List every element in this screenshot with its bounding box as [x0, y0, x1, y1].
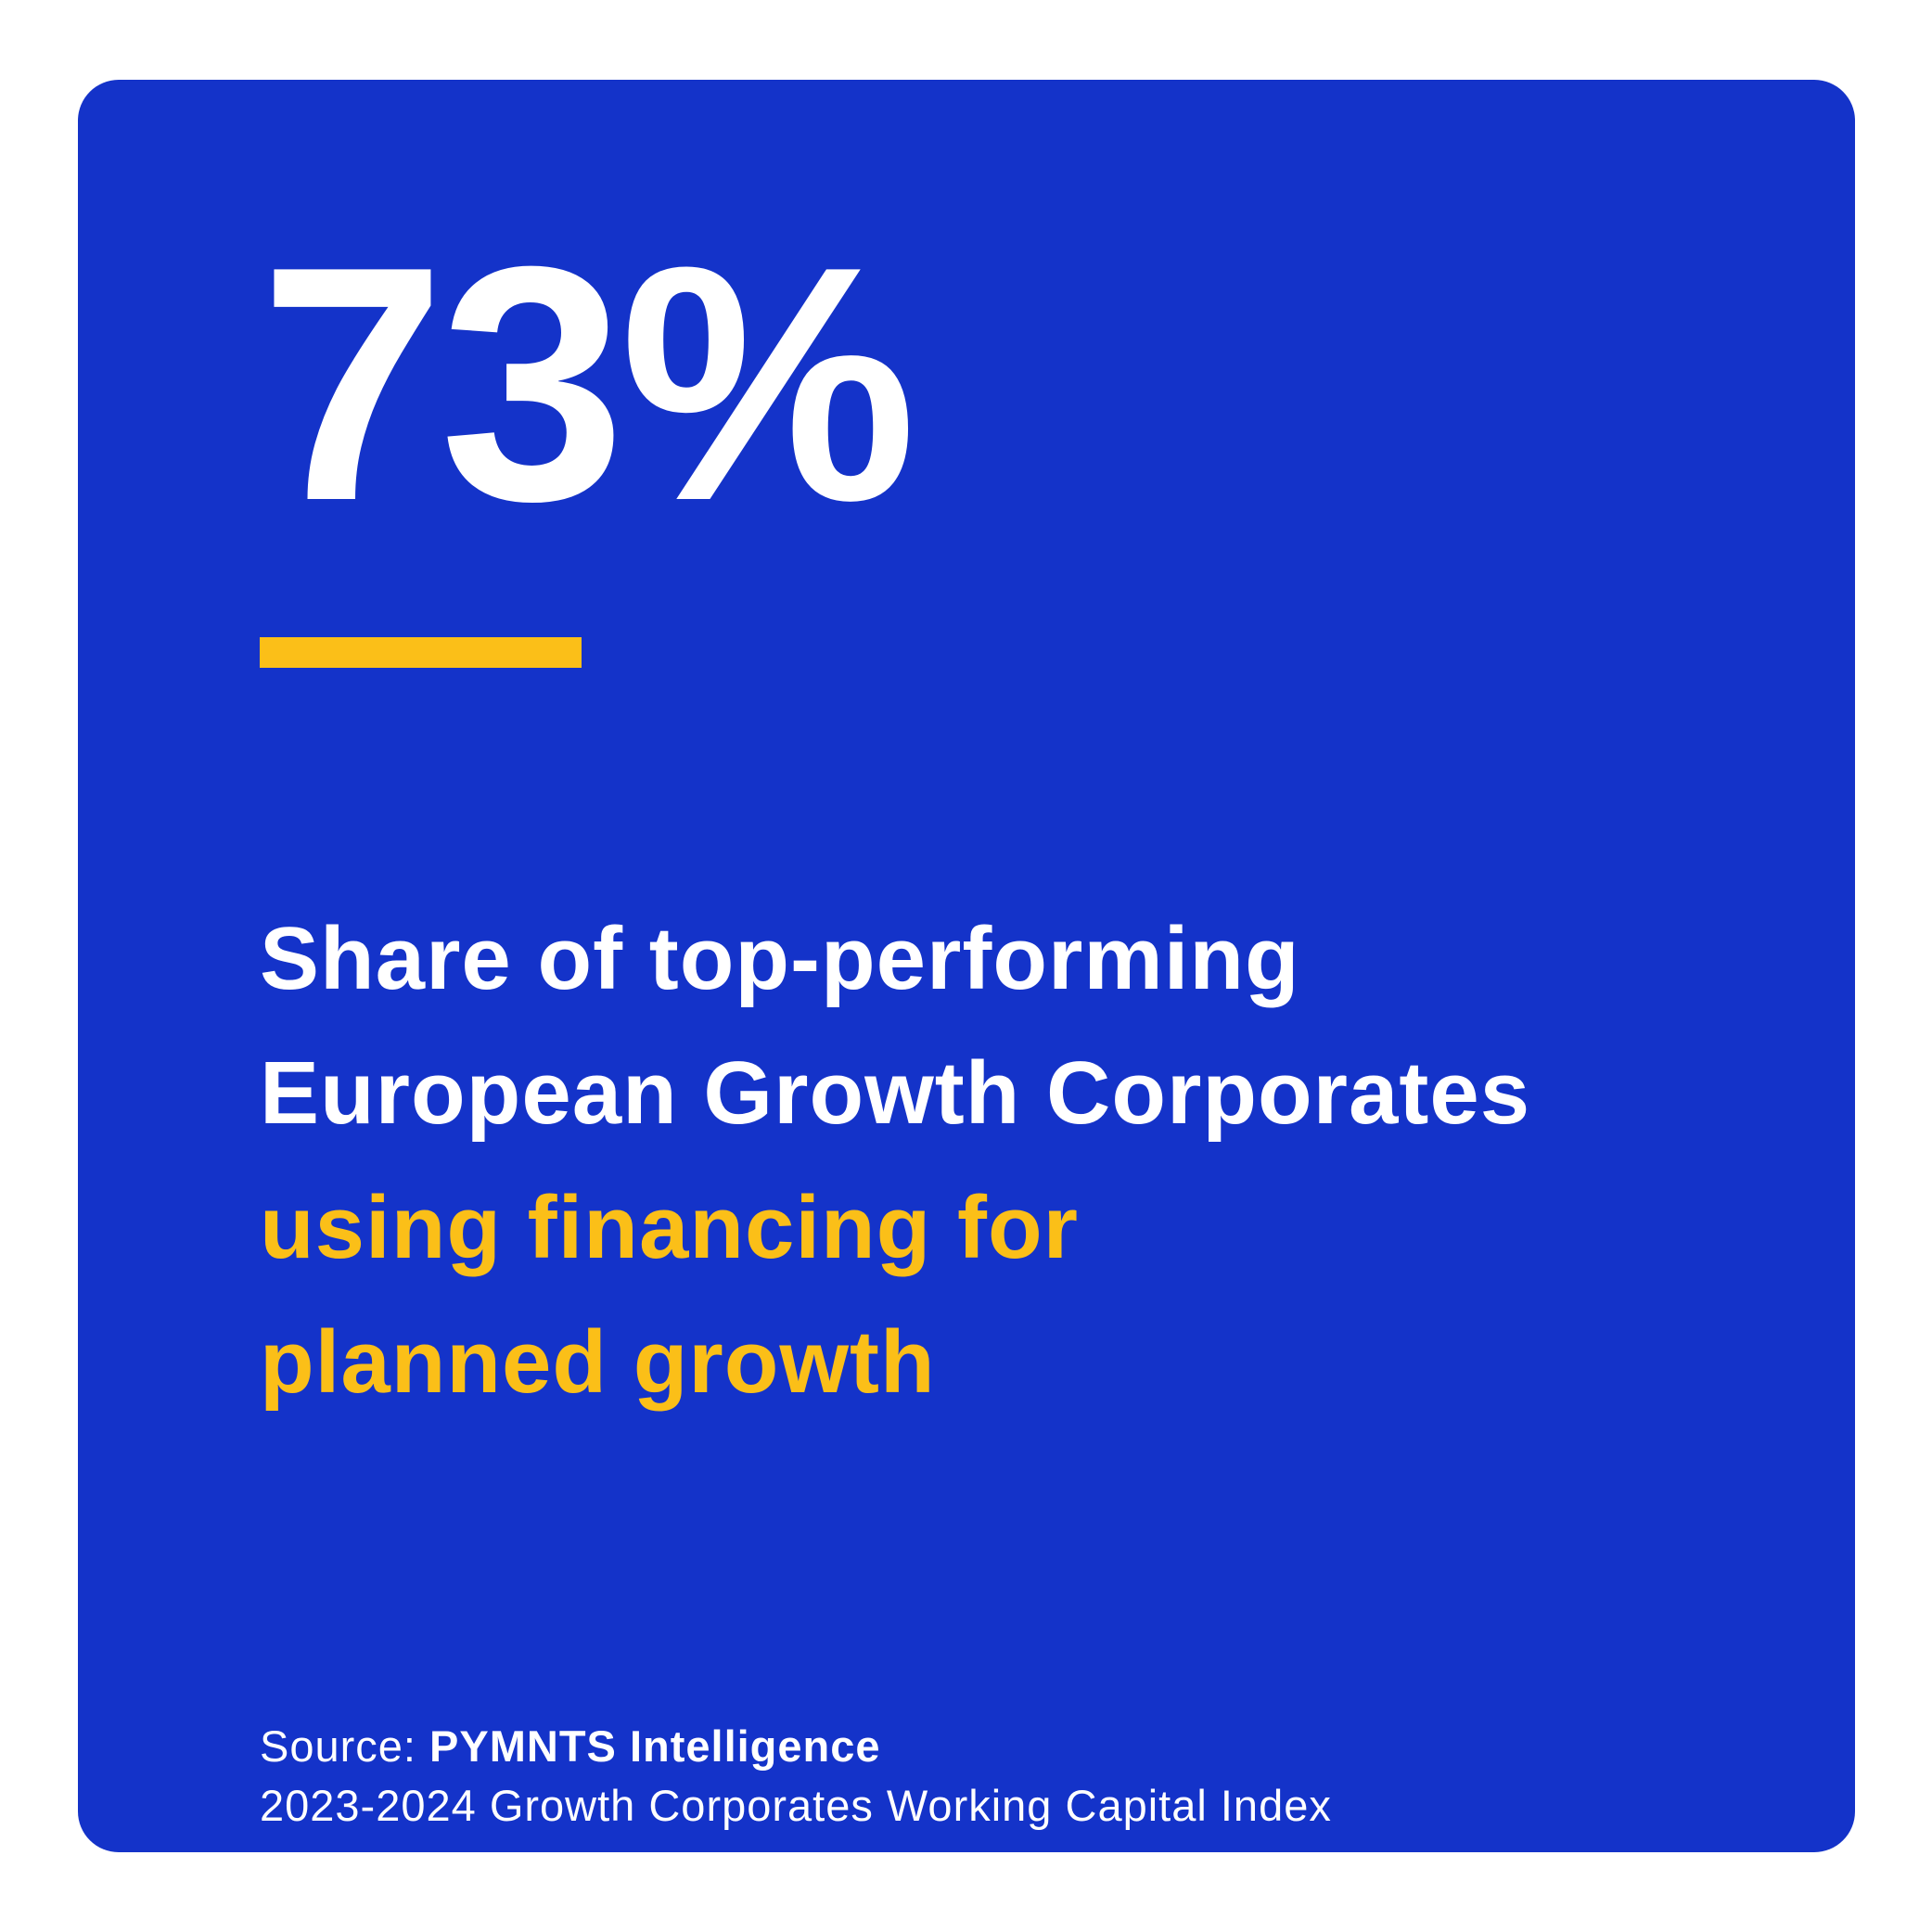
- description-line-2: European Growth Corporates: [260, 1043, 1531, 1143]
- description-line-1: Share of top-performing: [260, 909, 1300, 1008]
- source-citation: Source: PYMNTS Intelligence 2023-2024 Gr…: [260, 1717, 1332, 1836]
- accent-divider: [260, 637, 582, 668]
- source-line: Source: PYMNTS Intelligence: [260, 1717, 1332, 1776]
- description-highlight-line-2: planned growth: [260, 1312, 936, 1412]
- stat-card: 73% Share of top-performing European Gro…: [78, 80, 1855, 1852]
- source-prefix: Source:: [260, 1721, 430, 1771]
- description-highlight-line-1: using financing for: [260, 1178, 1079, 1277]
- source-report: 2023-2024 Growth Corporates Working Capi…: [260, 1781, 1332, 1830]
- source-org: PYMNTS Intelligence: [429, 1721, 881, 1771]
- stat-description: Share of top-performing European Growth …: [260, 891, 1790, 1429]
- stat-value: 73%: [260, 198, 917, 570]
